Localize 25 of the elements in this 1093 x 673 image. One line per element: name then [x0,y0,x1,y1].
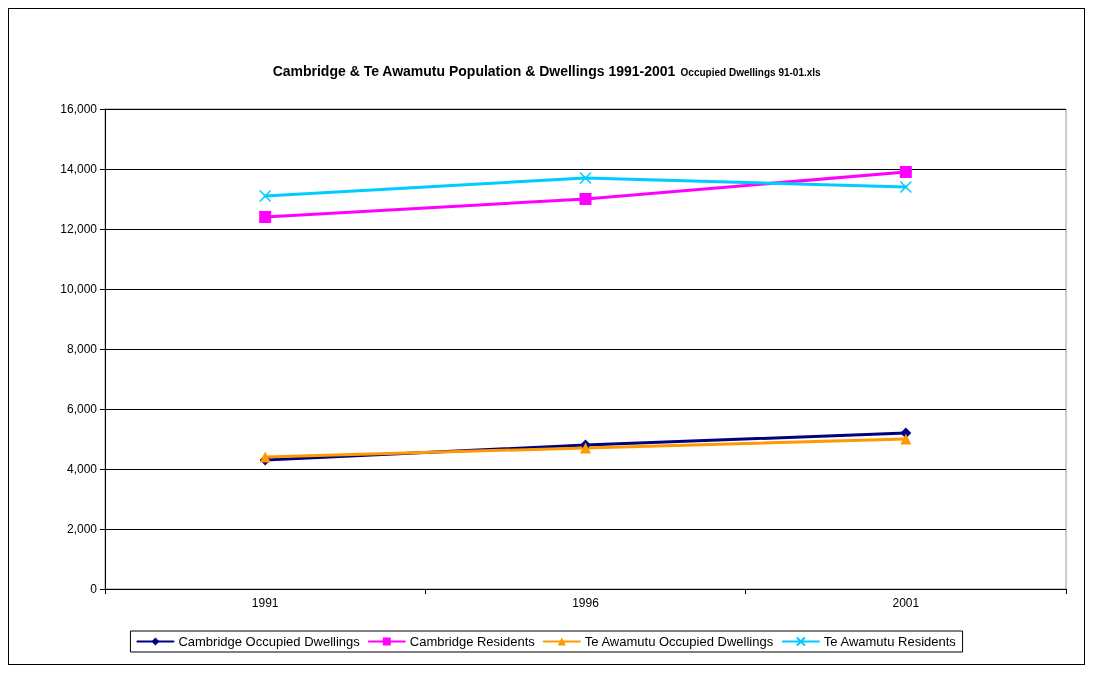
legend-label: Cambridge Occupied Dwellings [178,634,361,649]
y-tick-label: 8,000 [66,342,98,356]
y-tick-label: 4,000 [66,462,98,476]
point [258,189,272,203]
x-tick-label: 1991 [251,596,279,610]
point [579,193,592,205]
x-tick-label: 1996 [572,596,600,610]
y-tick-label: 10,000 [60,282,98,296]
x-tick-label: 2001 [892,596,920,610]
chart-subtitle: Occupied Dwellings 91-01.xls [680,67,822,78]
point [900,433,912,445]
point [259,211,272,223]
legend-label: Te Awamutu Occupied Dwellings [584,634,774,649]
legend-label: Te Awamutu Residents [823,634,957,649]
y-tick-label: 6,000 [66,402,98,416]
chart-title: Cambridge & Te Awamutu Population & Dwellings 1991-2001 [272,63,676,79]
y-tick-label: 12,000 [60,222,98,236]
y-tick-label: 2,000 [66,522,98,536]
point [899,180,913,194]
y-tick-label: 16,000 [60,102,98,116]
y-tick-label: 0 [90,582,98,596]
y-tick-label: 14,000 [60,162,98,176]
legend-label: Cambridge Residents [409,634,536,649]
point [899,166,912,178]
point [579,171,592,185]
